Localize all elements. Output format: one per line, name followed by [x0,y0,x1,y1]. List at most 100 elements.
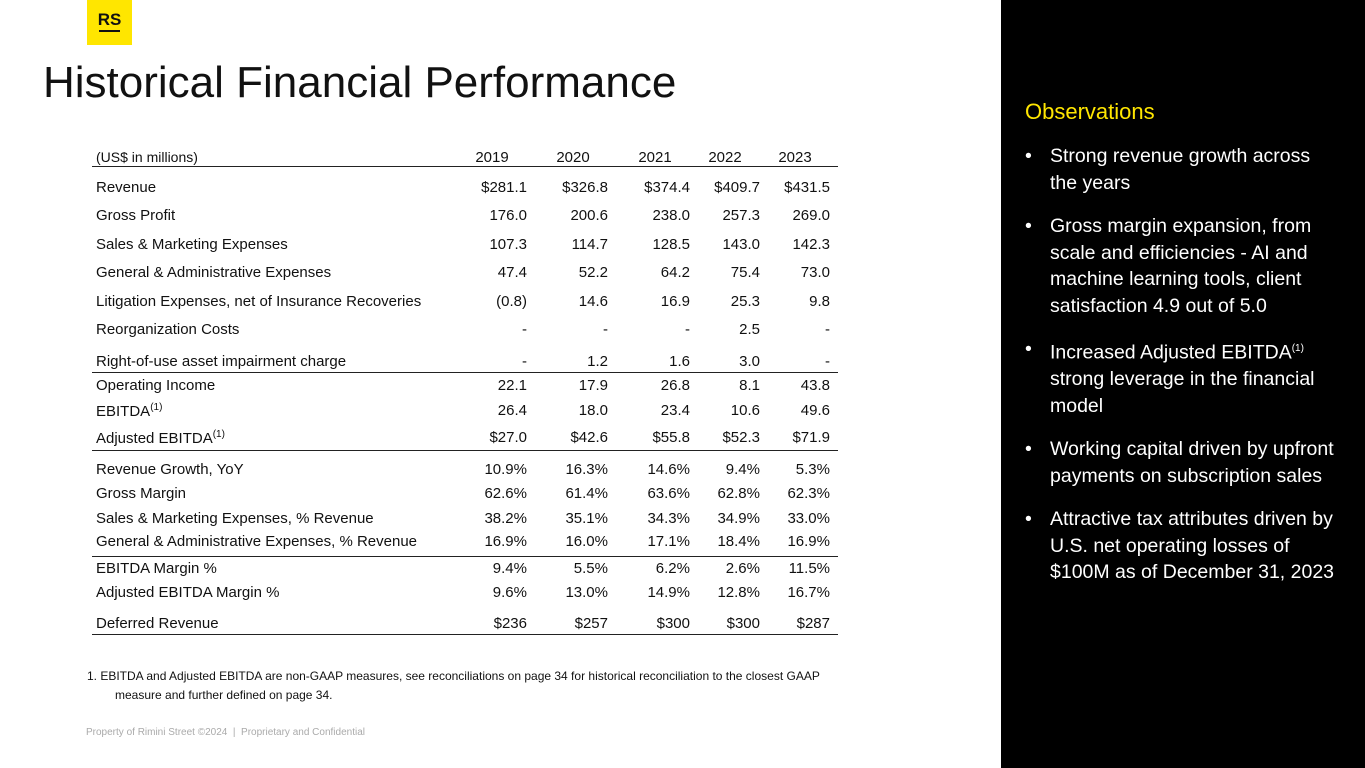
logo: RS [87,0,132,45]
table-row: Adjusted EBITDA Margin % 9.6% 13.0% 14.9% 12… [92,582,838,604]
table-row: General & Administrative Expenses 47.4 52.… [92,262,838,284]
cell: 63.6% [647,485,690,502]
header-year: 2021 [638,149,672,166]
row-label-text: Revenue Growth, YoY [96,461,244,478]
table-row: Reorganization Costs - - - 2.5 - [92,319,838,341]
row-label: Revenue Growth, YoY [96,461,244,478]
cell: 143.0 [722,236,760,253]
table-row: Sales & Marketing Expenses 107.3 114.7 128.… [92,234,838,256]
row-label: Revenue [96,179,156,196]
cell: 238.0 [652,207,690,224]
cell: - [603,321,608,338]
cell: 73.0 [800,264,830,281]
cell: $257 [574,615,608,632]
table-row: Operating Income 22.1 17.9 26.8 8.1 43.8 [92,375,838,397]
cell: $42.6 [570,429,608,446]
cell: 9.4% [492,560,527,577]
cell: 18.0 [578,402,608,419]
cell: 257.3 [722,207,760,224]
cell: 269.0 [792,207,830,224]
header-label: (US$ in millions) [96,149,198,165]
footnote: 1. EBITDA and Adjusted EBITDA are non-GA… [87,669,820,702]
header-year: 2020 [556,149,590,166]
row-label-text: Sales & Marketing Expenses, % Revenue [96,510,374,527]
rule [92,556,838,557]
cell: 64.2 [660,264,690,281]
cell: 62.3% [787,485,830,502]
cell: - [685,321,690,338]
row-label-text: Revenue [96,179,157,196]
cell: $300 [726,615,760,632]
row-label-text: General & Administrative Expenses, % Rev… [96,533,417,550]
rule [92,634,838,635]
cell: 43.8 [800,377,830,394]
bullet: Increased Adjusted EBITDA(1) strong leve… [1025,336,1335,419]
cell: 16.3% [565,461,608,478]
cell: $52.3 [722,429,760,446]
cell: 128.5 [652,236,690,253]
row-label-text: General & Administrative Expenses [96,264,332,281]
row-label-text: Gross Profit [96,207,176,224]
cell: 17.9 [578,377,608,394]
row-label: Right-of-use asset impairment charge [96,353,346,370]
row-label-text: EBITDA [96,403,151,420]
bullet-text: Attractive tax attributes driven by U.S.… [1050,508,1335,583]
cell: 16.7% [787,584,830,601]
row-label: Adjusted EBITDA(1) [96,429,225,447]
cell: $281.1 [481,179,527,196]
cell: $236 [493,615,527,632]
cell: 11.5% [788,560,830,577]
cell: $374.4 [644,179,690,196]
row-label-text: Litigation Expenses, net of Insurance Re… [96,293,422,310]
row-label: Reorganization Costs [96,321,239,338]
footnote-ref: (1) [150,402,163,413]
cell: 22.1 [497,377,527,394]
header-year: 2019 [475,149,509,166]
row-label: Sales & Marketing Expenses [96,236,288,253]
sidebar: Observations Strong revenue growth acros… [1001,0,1365,768]
row-label-text: Adjusted EBITDA [96,430,213,447]
slide-title: Historical Financial Performance [43,58,677,107]
cell: $27.0 [489,429,527,446]
cell: 14.6% [647,461,690,478]
cell: 176.0 [489,207,527,224]
footnote-ref: (1) [1291,343,1304,354]
cell: 17.1% [647,533,690,550]
cell: 2.5 [739,321,760,338]
cell: 142.3 [792,236,830,253]
cell: 8.1 [739,377,760,394]
cell: 10.6 [730,402,760,419]
header-year: 2022 [708,149,742,166]
cell: $300 [656,615,690,632]
cell: $409.7 [714,179,760,196]
row-label-text: Adjusted EBITDA Margin % [96,584,280,601]
cell: - [825,321,830,338]
cell: 9.4% [725,461,760,478]
cell: 3.0 [739,353,760,370]
cell: 62.8% [717,485,760,502]
bullet-text: Gross margin expansion, from scale and e… [1050,215,1312,317]
cell: 14.9% [647,584,690,601]
table-row: Right-of-use asset impairment charge - 1.2… [92,351,838,373]
row-label-text: Deferred Revenue [96,615,219,632]
bullet-text: strong leverage in the financial model [1050,368,1315,417]
cell: 16.0% [565,533,608,550]
row-label-text: Reorganization Costs [96,321,240,338]
cell: 9.6% [492,584,527,601]
cell: 5.5% [573,560,608,577]
bullet: Gross margin expansion, from scale and e… [1025,213,1335,319]
row-label: Gross Margin [96,485,186,502]
row-label: Operating Income [96,377,215,394]
cell: 52.2 [578,264,608,281]
row-label: Sales & Marketing Expenses, % Revenue [96,510,374,527]
cell: 26.4 [497,402,527,419]
row-label: General & Administrative Expenses, % Rev… [96,533,417,550]
rule [92,450,838,451]
cell: 62.6% [484,485,527,502]
cell: 14.6 [578,293,608,310]
table-row: EBITDA Margin % 9.4% 5.5% 6.2% 2.6% 11.5% [92,558,838,580]
cell: 33.0% [787,510,830,527]
table-header: (US$ in millions) 2019 2020 2021 2022 2023 [92,147,838,169]
cell: 2.6% [725,560,760,577]
